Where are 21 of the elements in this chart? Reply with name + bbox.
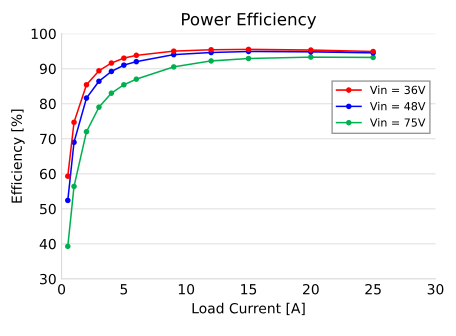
legend-label: Vin = 48V <box>370 102 426 110</box>
y-tick-label: 60 <box>40 168 56 180</box>
legend-label: Vin = 36V <box>370 86 426 94</box>
x-tick-label: 30 <box>428 284 444 294</box>
y-tick-label: 100 <box>32 28 56 40</box>
y-tick-label: 80 <box>40 98 56 110</box>
y-axis-title: Efficiency [%] <box>11 110 25 203</box>
y-tick-label: 90 <box>40 64 56 74</box>
y-tick-label: 40 <box>40 238 56 250</box>
y-tick-label: 50 <box>40 204 56 214</box>
x-tick-label: 15 <box>241 284 256 294</box>
x-tick-label: 25 <box>365 284 381 294</box>
x-tick-label: 5 <box>120 284 128 294</box>
x-tick-label: 10 <box>178 284 194 294</box>
legend-label: Vin = 75V <box>370 118 426 127</box>
x-axis-title: Load Current [A] <box>192 302 305 316</box>
x-tick-label: 20 <box>303 284 319 294</box>
x-tick-label: 0 <box>58 284 66 294</box>
chart-title: Power Efficiency <box>182 12 316 29</box>
y-tick-label: 30 <box>40 274 56 284</box>
y-tick-label: 70 <box>40 134 56 144</box>
